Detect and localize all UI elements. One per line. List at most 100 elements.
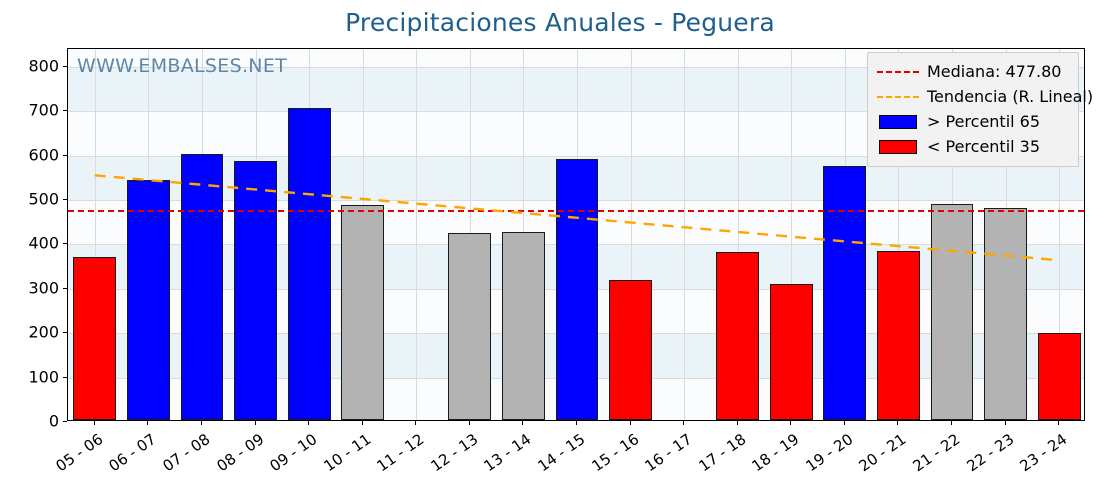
y-axis-tick-labels: 0 100 200 300 400 500 600 700 800: [0, 0, 59, 500]
x-axis-tick-label: 15 - 16: [588, 430, 642, 476]
legend-color-swatch: [879, 114, 917, 129]
legend-color-swatch: [879, 139, 917, 154]
bar: [287, 107, 331, 420]
x-axis-tick-mark: [522, 421, 523, 425]
x-axis-tick-label: 20 - 21: [855, 430, 910, 476]
x-axis-tick-label: 14 - 15: [534, 430, 589, 476]
x-axis-tick-label: 23 - 24: [1016, 430, 1071, 476]
y-axis-tick-mark: [63, 110, 67, 112]
bar: [877, 250, 920, 420]
y-axis-tick-label: 100: [28, 367, 59, 387]
x-axis-tick-mark: [576, 421, 577, 425]
y-axis-tick-mark: [63, 198, 67, 200]
bar: [930, 204, 974, 420]
y-axis-tick-label: 700: [28, 100, 59, 120]
legend-item: Tendencia (R. Lineal): [875, 84, 1093, 109]
bar: [180, 154, 224, 420]
gridline-vertical: [684, 49, 685, 420]
x-axis-tick-mark: [1058, 421, 1059, 425]
bar: [716, 251, 760, 420]
legend-label: > Percentil 65: [927, 112, 1041, 131]
bar: [823, 166, 867, 420]
x-axis-tick-mark: [951, 421, 952, 425]
y-axis-tick-mark: [63, 154, 67, 156]
legend-label: Mediana: 477.80: [927, 62, 1062, 81]
legend-item: < Percentil 35: [875, 134, 1071, 159]
legend-label: Tendencia (R. Lineal): [927, 87, 1094, 106]
x-axis-tick-mark: [790, 421, 791, 425]
watermark-text: WWW.EMBALSES.NET: [77, 55, 288, 77]
y-axis-tick-mark: [63, 421, 67, 422]
gridline-horizontal: [68, 155, 1084, 157]
legend-item: > Percentil 65: [875, 109, 1071, 134]
y-axis-tick-label: 600: [28, 145, 59, 165]
x-axis-tick-label: 13 - 14: [480, 430, 535, 476]
x-axis-tick-label: 18 - 19: [748, 430, 803, 476]
x-axis-tick-mark: [897, 421, 898, 425]
bar: [234, 161, 277, 420]
x-axis-tick-mark: [683, 421, 684, 425]
x-axis-tick-label: 08 - 09: [212, 430, 267, 476]
x-axis-tick-label: 17 - 18: [695, 430, 750, 476]
x-axis-tick-label: 16 - 17: [641, 430, 696, 476]
x-axis-tick-mark: [844, 421, 845, 425]
x-axis-tick-label: 19 - 20: [802, 430, 857, 476]
x-axis-tick-mark: [469, 421, 470, 425]
bar: [73, 256, 117, 420]
y-axis-tick-mark: [63, 287, 67, 289]
gridline-vertical: [1059, 49, 1060, 420]
x-axis-tick-mark: [147, 421, 148, 425]
y-axis-tick-label: 0: [48, 411, 59, 431]
bar: [984, 208, 1028, 420]
y-axis-tick-label: 300: [28, 278, 59, 298]
x-axis-tick-label: 06 - 07: [105, 430, 160, 476]
bar: [555, 159, 599, 420]
bar: [501, 231, 545, 420]
y-axis-tick-mark: [63, 376, 67, 378]
bar: [1037, 332, 1081, 420]
bar: [341, 204, 385, 420]
x-axis-tick-label: 12 - 13: [427, 430, 482, 476]
gridline-horizontal: [68, 111, 1084, 113]
legend-color-swatch-icon: [875, 114, 921, 129]
legend-label: < Percentil 35: [927, 137, 1041, 156]
page-title: Precipitaciones Anuales - Peguera: [345, 8, 775, 37]
gridline-vertical: [416, 49, 417, 420]
y-axis-tick-mark: [63, 65, 67, 67]
median-line: [68, 209, 1084, 212]
x-axis-tick-mark: [362, 421, 363, 425]
y-axis-tick-label: 200: [28, 322, 59, 342]
x-axis-tick-mark: [1005, 421, 1006, 425]
x-axis-tick-label: 10 - 11: [320, 430, 374, 476]
x-axis-tick-label: 07 - 08: [159, 430, 214, 476]
legend-item: Mediana: 477.80: [875, 59, 1071, 84]
x-axis-tick-mark: [255, 421, 256, 425]
y-axis-tick-label: 800: [28, 56, 59, 76]
x-axis-tick-label: 21 - 22: [909, 430, 964, 476]
legend-dash-icon: [875, 70, 921, 73]
legend-dash-swatch: [877, 95, 919, 98]
legend-dash-icon: [875, 95, 921, 98]
x-axis-tick-mark: [415, 421, 416, 425]
gridline-horizontal: [68, 66, 1084, 68]
bar: [609, 280, 652, 420]
x-axis-tick-mark: [737, 421, 738, 425]
bar: [448, 232, 492, 420]
x-axis-tick-label: 22 - 23: [963, 430, 1017, 476]
x-axis-tick-mark: [94, 421, 95, 425]
y-axis-tick-label: 400: [28, 233, 59, 253]
bar: [769, 283, 813, 420]
legend-color-swatch-icon: [875, 139, 921, 154]
x-axis-tick-mark: [630, 421, 631, 425]
x-axis-tick-label: 09 - 10: [266, 430, 321, 476]
x-axis-tick-label: 11 - 12: [373, 430, 428, 476]
legend-dash-swatch: [877, 70, 919, 73]
x-axis-tick-mark: [308, 421, 309, 425]
y-axis-tick-label: 500: [28, 189, 59, 209]
y-axis-tick-mark: [63, 332, 67, 334]
chart-legend: Mediana: 477.80 Tendencia (R. Lineal) > Pe…: [867, 52, 1093, 167]
bar: [126, 180, 170, 420]
y-axis-tick-mark: [63, 243, 67, 245]
x-axis-tick-mark: [201, 421, 202, 425]
